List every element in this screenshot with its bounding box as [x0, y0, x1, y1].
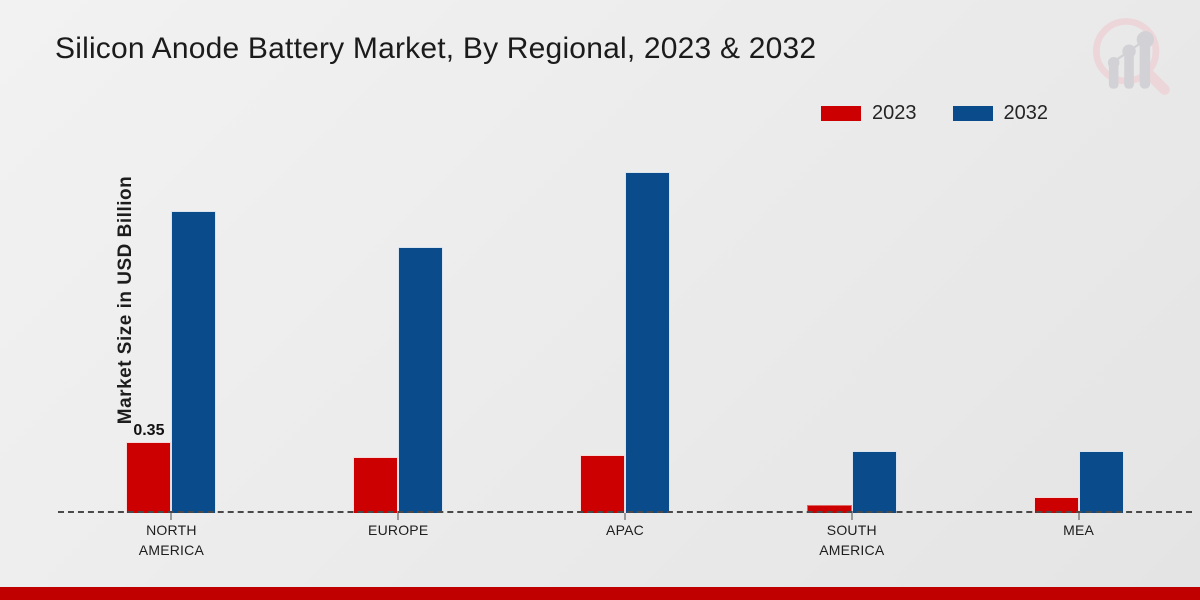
bar-group — [965, 140, 1192, 520]
bar-2023[interactable] — [1033, 496, 1079, 513]
x-axis-tick — [624, 513, 626, 520]
bar-group — [738, 140, 965, 520]
chart-legend: 2023 2032 — [821, 103, 1048, 123]
bar-2032[interactable] — [851, 450, 897, 513]
x-axis-tick — [170, 513, 172, 520]
x-axis-label-mea: MEA — [965, 521, 1192, 561]
x-axis-tick — [1078, 513, 1080, 520]
legend-item-2032[interactable]: 2032 — [952, 102, 1049, 124]
x-axis-label-line: AMERICA — [138, 541, 204, 558]
bar-group — [512, 140, 739, 520]
legend-item-2023[interactable]: 2023 — [821, 103, 917, 123]
x-axis-label-south-america: SOUTH AMERICA — [738, 521, 965, 561]
x-axis-label-line: MEA — [1063, 522, 1095, 538]
x-axis-label-line: NORTH — [146, 522, 197, 538]
magnifier-bar-chart-logo-icon — [1093, 18, 1170, 95]
bar-2032[interactable] — [624, 172, 670, 513]
x-axis-label-line: SOUTH — [826, 522, 877, 538]
legend-label-2032: 2032 — [1003, 102, 1049, 124]
bar-2032[interactable] — [171, 210, 217, 513]
plot-area: 0.35 — [58, 140, 1192, 520]
bar-2023[interactable] — [353, 456, 399, 513]
bar-pair — [1033, 450, 1124, 520]
x-axis-label-line: AMERICA — [819, 541, 885, 558]
bar-pair — [806, 450, 897, 520]
bar-2032[interactable] — [398, 246, 444, 513]
x-axis-tick — [397, 513, 399, 520]
bar-group — [285, 140, 512, 520]
chart-title: Silicon Anode Battery Market, By Regiona… — [55, 32, 817, 65]
bar-group: 0.35 — [58, 140, 285, 520]
x-axis-label-line: APAC — [606, 522, 644, 538]
footer-accent-bar — [0, 587, 1200, 600]
legend-label-2023: 2023 — [872, 102, 917, 124]
x-axis-label-apac: APAC — [512, 521, 739, 561]
legend-swatch-2032 — [952, 105, 993, 121]
bar-2023[interactable] — [579, 454, 625, 513]
bar-pair: 0.35 — [126, 210, 217, 520]
bar-pair — [353, 246, 444, 520]
bar-value-label: 0.35 — [133, 422, 165, 440]
x-axis-baseline — [58, 511, 1192, 513]
bar-2023[interactable]: 0.35 — [126, 422, 172, 513]
x-axis-label-europe: EUROPE — [285, 521, 512, 561]
x-axis-label-north-america: NORTH AMERICA — [58, 521, 285, 561]
bar-2023[interactable] — [806, 504, 852, 513]
x-axis-tick — [851, 513, 853, 520]
bar-pair — [579, 172, 670, 520]
bars-layer: 0.35 — [58, 140, 1192, 520]
bar-2032[interactable] — [1078, 450, 1124, 513]
x-axis-category-labels: NORTH AMERICA EUROPE APAC SOUTH AMERICA MEA — [58, 521, 1192, 561]
legend-swatch-2023 — [821, 105, 861, 121]
x-axis-label-line: EUROPE — [368, 522, 429, 538]
